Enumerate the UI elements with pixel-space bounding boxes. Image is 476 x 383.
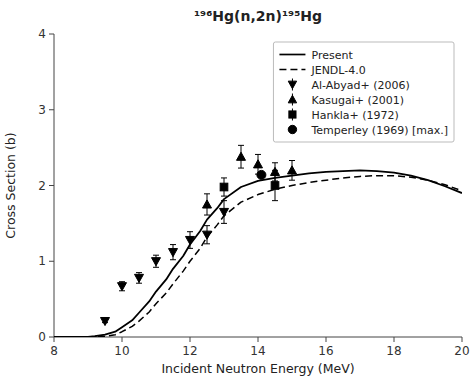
point [169,249,178,257]
chart: 810121416182001234¹⁹⁶Hg(n,2n)¹⁹⁵HgIncide… [0,0,476,383]
error-bar-cap [204,193,210,194]
x-tick [122,337,123,342]
error-bar-cap [221,223,227,224]
legend-label: Hankla+ (1972) [311,109,398,122]
error-bar-cap [221,196,227,197]
x-tick [258,337,259,342]
legend-swatch-marker [288,125,296,133]
error-bar [221,178,227,196]
legend-swatch [288,94,296,106]
error-bar-cap [153,267,159,268]
x-tick [54,337,55,342]
legend-label: Temperley (1969) [max.] [310,124,448,137]
series-line [54,170,462,337]
point [237,152,246,160]
legend-swatch [288,125,296,133]
point [288,166,297,174]
point [101,317,110,325]
point [152,258,161,266]
legend-label: JENDL-4.0 [310,64,365,77]
y-tick-label: 0 [38,330,46,344]
y-tick-label: 2 [38,179,46,193]
error-bar-cap [153,255,159,256]
legend-label: Kasugai+ (2001) [311,94,404,107]
legend-swatch [289,109,296,121]
error-bar-cap [136,272,142,273]
y-tick-label: 4 [38,27,46,41]
legend-swatch-marker [289,111,296,118]
legend-label: Present [311,49,353,62]
error-bar-cap [238,168,244,169]
error-bar-cap [187,231,193,232]
point [271,182,279,190]
x-tick [326,337,327,342]
y-tick [49,337,54,338]
x-tick [462,337,463,342]
error-bar-cap [272,162,278,163]
y-tick [49,261,54,262]
y-tick [49,34,54,35]
x-tick [394,337,395,342]
point [135,274,144,282]
x-tick [190,337,191,342]
y-tick-label: 3 [38,103,46,117]
series-line [54,176,462,337]
error-bar-cap [204,215,210,216]
error-bar-cap [272,170,278,171]
point [254,160,263,168]
point [257,170,266,179]
legend-swatch [288,79,296,91]
legend-swatch-marker [288,95,296,103]
error-bar-cap [289,160,295,161]
point [203,231,212,239]
x-tick-label: 16 [318,344,333,358]
legend-swatch [279,54,305,56]
x-tick-label: 14 [250,344,265,358]
error-bar-cap [221,177,227,178]
y-tick [49,185,54,186]
x-tick-label: 12 [182,344,197,358]
legend: Present JENDL-4.0 Al-Abyad+ (2006) Kasugai+… [273,42,454,142]
error-bar-cap [187,248,193,249]
x-tick-label: 20 [454,344,469,358]
error-bar-cap [272,200,278,201]
point [203,200,212,208]
x-tick-label: 10 [114,344,129,358]
legend-swatch-marker [288,81,296,89]
error-bar-cap [221,200,227,201]
x-tick-label: 8 [50,344,58,358]
error-bar-cap [170,259,176,260]
point [118,283,127,291]
point [186,236,195,244]
error-bar-cap [119,281,125,282]
plot-area [54,145,462,337]
error-bar-cap [204,243,210,244]
error-bar-cap [238,145,244,146]
x-tick-label: 18 [386,344,401,358]
error-bar-cap [289,180,295,181]
y-tick [49,109,54,110]
error-bar-cap [255,154,261,155]
y-axis-label: Cross Section (b) [3,132,18,238]
point [220,208,229,216]
error-bar-cap [170,244,176,245]
legend-swatch [279,69,305,71]
title: ¹⁹⁶Hg(n,2n)¹⁹⁵Hg [194,8,322,24]
error-bar [272,170,278,200]
legend-box [273,42,454,142]
legend-label: Al-Abyad+ (2006) [311,79,409,92]
point [220,183,228,191]
x-axis-label: Incident Neutron Energy (MeV) [161,361,354,376]
error-bar-cap [204,225,210,226]
y-tick-label: 1 [38,254,46,268]
